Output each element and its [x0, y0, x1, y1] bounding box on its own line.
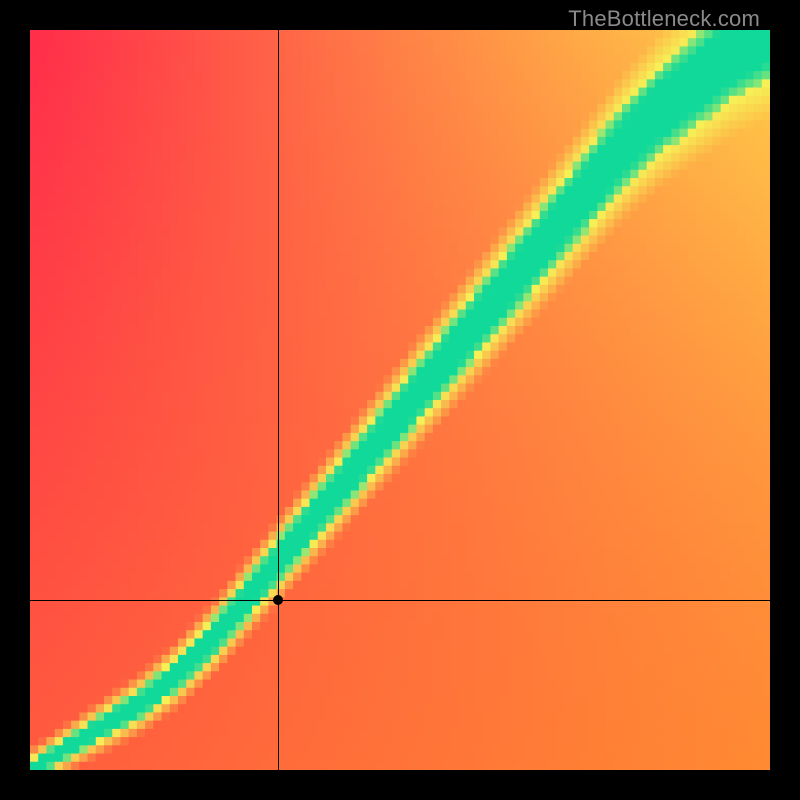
heatmap-canvas — [30, 30, 770, 770]
crosshair-vertical — [278, 30, 279, 770]
chart-frame: TheBottleneck.com — [0, 0, 800, 800]
heatmap-plot — [30, 30, 770, 770]
crosshair-marker — [273, 595, 283, 605]
crosshair-horizontal — [30, 600, 770, 601]
watermark-text: TheBottleneck.com — [568, 6, 760, 32]
